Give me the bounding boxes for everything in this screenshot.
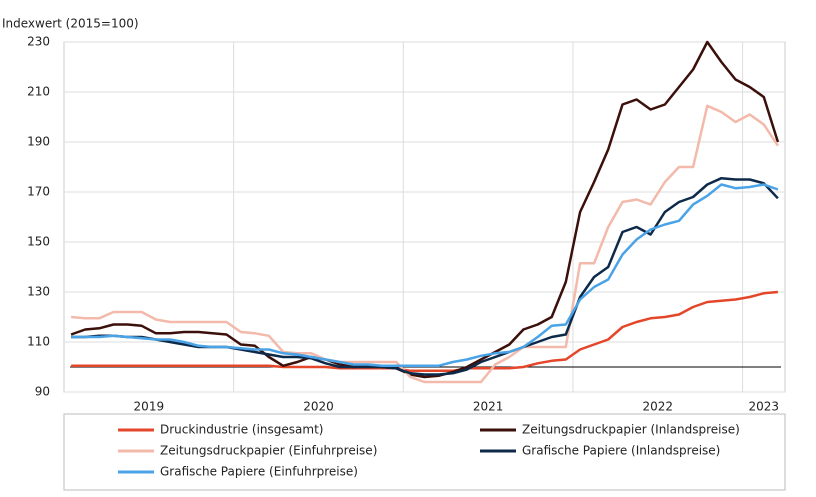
legend-label: Grafische Papiere (Inlandspreise) bbox=[522, 444, 720, 458]
legend-label: Druckindustrie (insgesamt) bbox=[160, 423, 323, 437]
legend-label: Zeitungsdruckpapier (Einfuhrpreise) bbox=[160, 444, 377, 458]
series-line bbox=[71, 176, 779, 376]
series-line bbox=[71, 183, 779, 368]
x-tick-label: 2023 bbox=[749, 400, 780, 414]
series-line bbox=[70, 104, 779, 384]
y-tick-label: 110 bbox=[27, 335, 50, 349]
x-tick-label: 2019 bbox=[134, 400, 165, 414]
series-line bbox=[71, 290, 779, 373]
y-tick-label: 210 bbox=[27, 85, 50, 99]
series-line bbox=[70, 40, 780, 379]
x-tick-label: 2020 bbox=[303, 400, 334, 414]
legend-box bbox=[63, 413, 786, 491]
x-tick-label: 2022 bbox=[642, 400, 673, 414]
y-axis-label: Indexwert (2015=100) bbox=[2, 17, 139, 31]
y-tick-label: 130 bbox=[27, 285, 50, 299]
x-tick-label: 2021 bbox=[473, 400, 504, 414]
y-tick-label: 230 bbox=[27, 35, 50, 49]
y-tick-label: 170 bbox=[27, 185, 50, 199]
y-tick-label: 90 bbox=[35, 385, 50, 399]
legend-label: Zeitungsdruckpapier (Inlandspreise) bbox=[522, 423, 740, 437]
y-tick-label: 150 bbox=[27, 235, 50, 249]
legend-label: Grafische Papiere (Einfuhrpreise) bbox=[160, 465, 358, 479]
y-tick-label: 190 bbox=[27, 135, 50, 149]
